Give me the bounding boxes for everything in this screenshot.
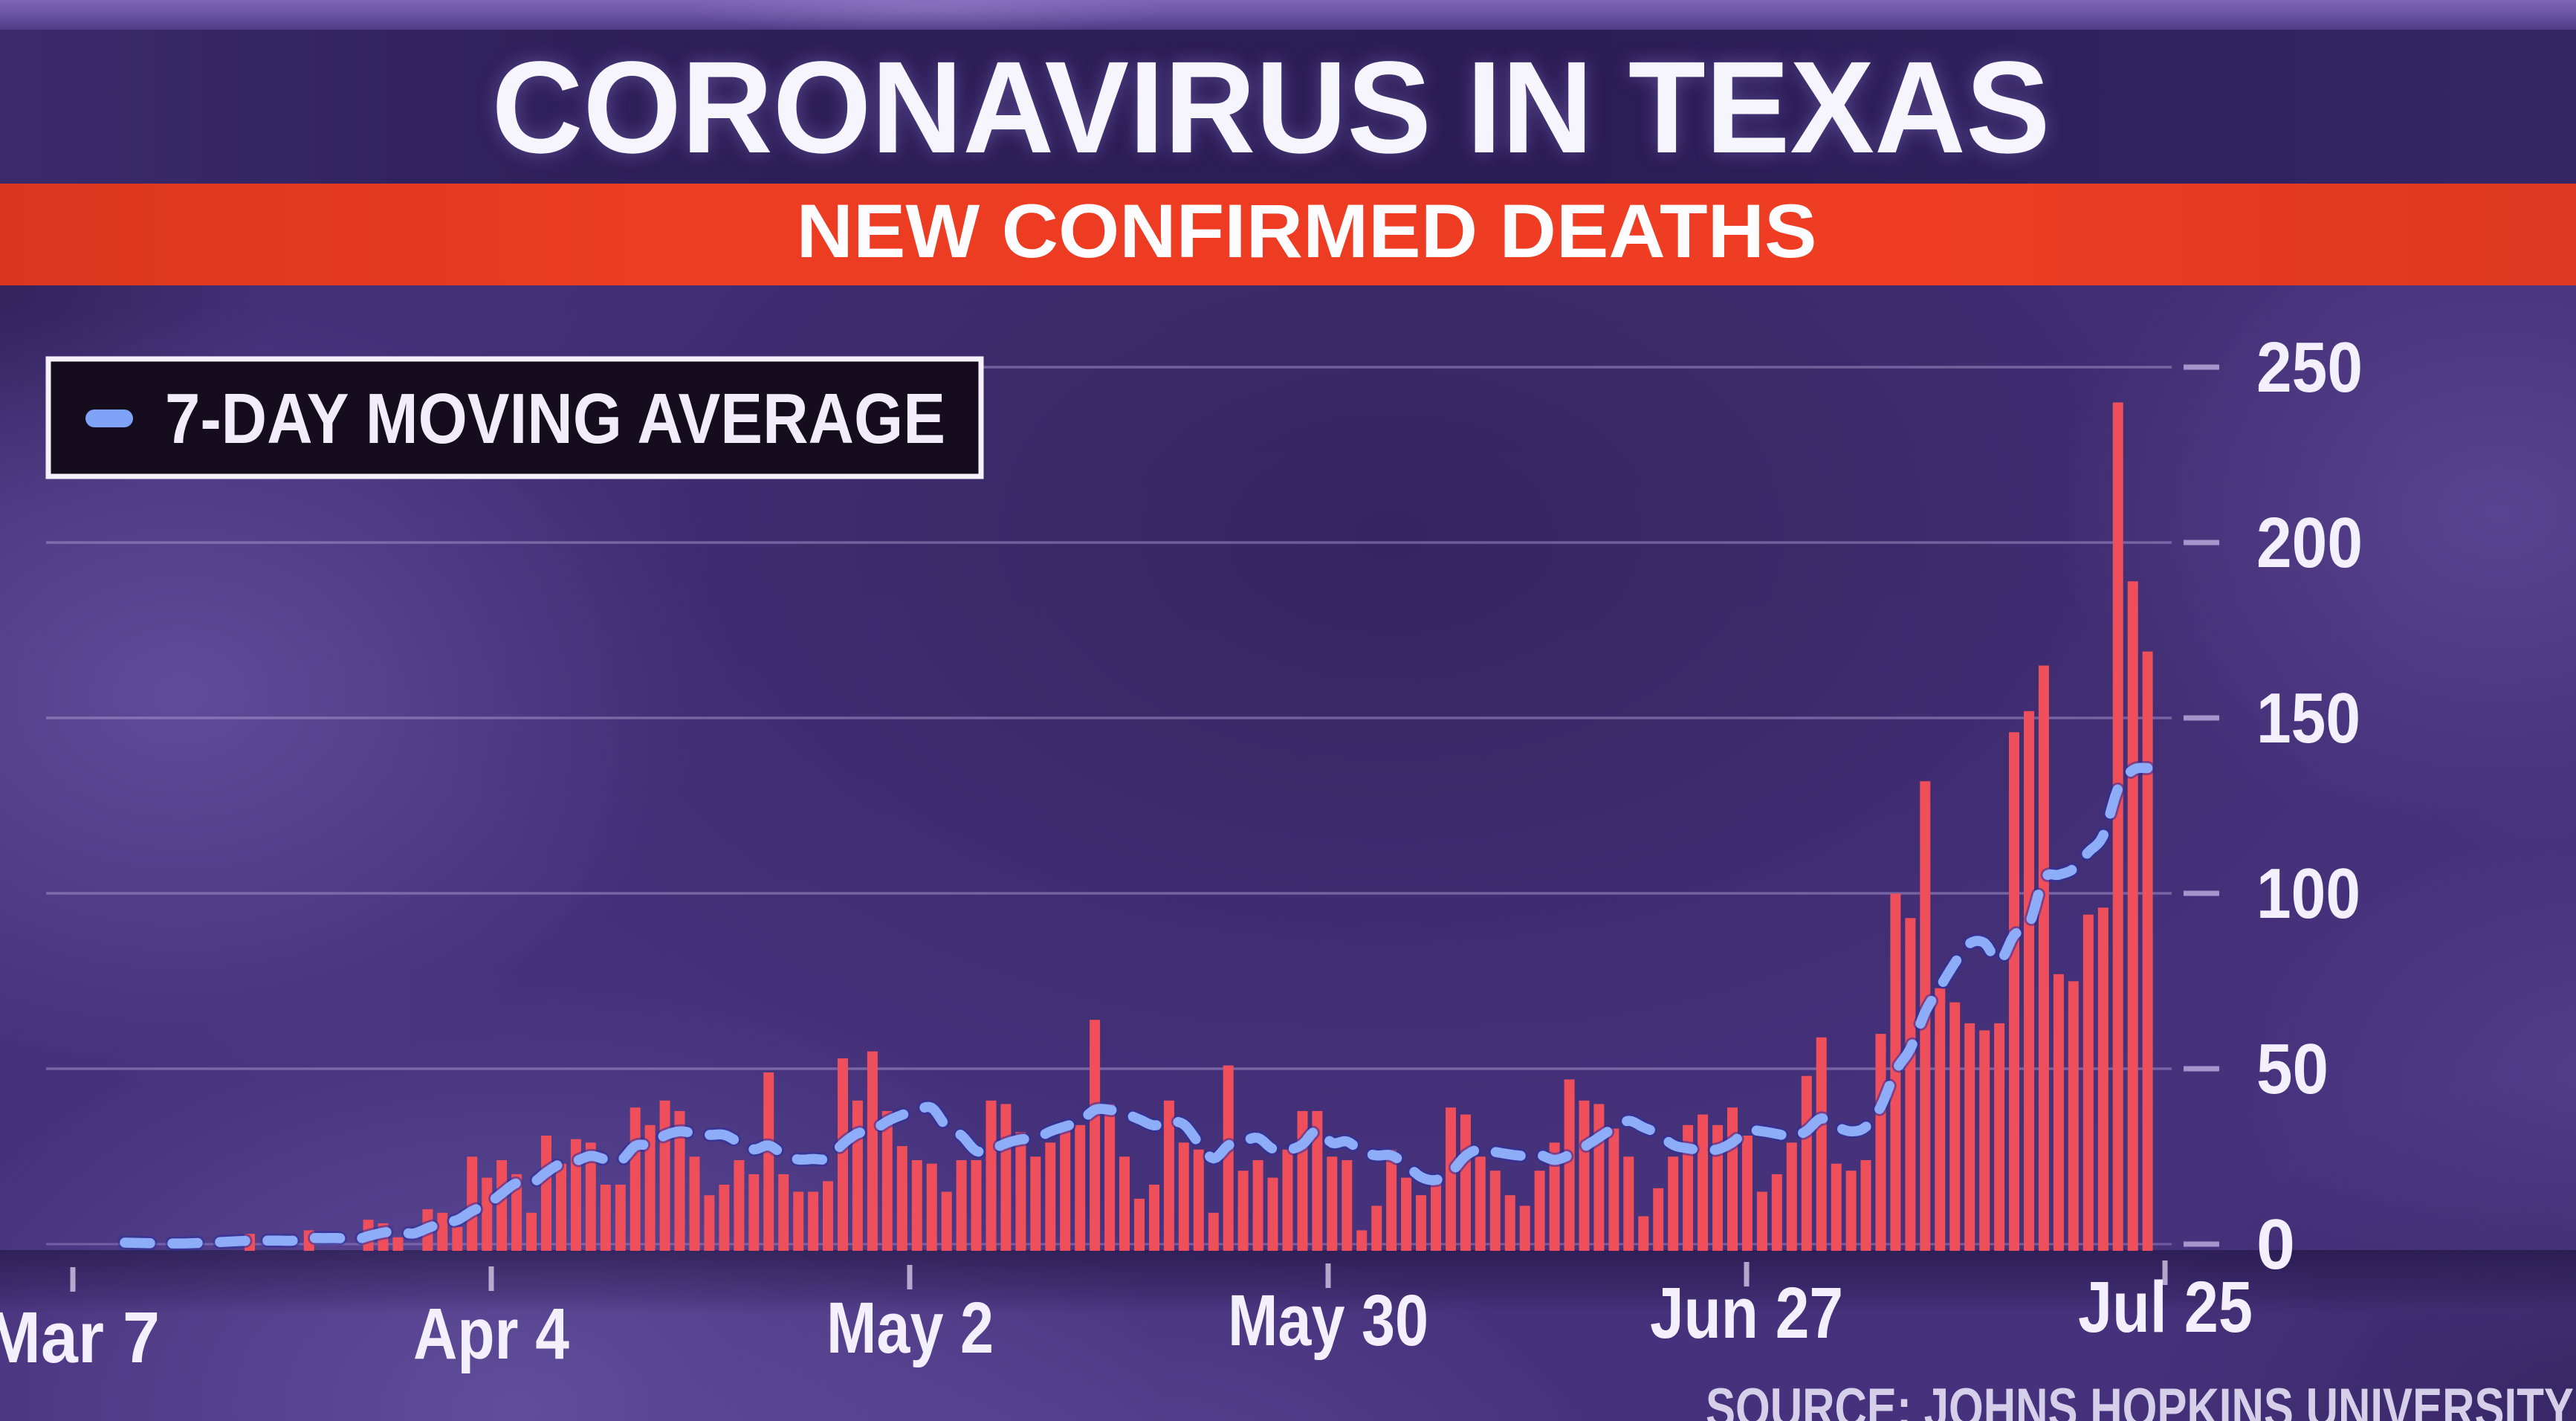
svg-text:Apr 4: Apr 4 bbox=[413, 1293, 569, 1374]
svg-text:150: 150 bbox=[2256, 679, 2360, 758]
svg-text:100: 100 bbox=[2256, 854, 2360, 933]
svg-text:May 2: May 2 bbox=[826, 1287, 994, 1368]
svg-text:Mar 7: Mar 7 bbox=[0, 1297, 160, 1378]
svg-text:SOURCE: JOHNS HOPKINS UNIVERSI: SOURCE: JOHNS HOPKINS UNIVERSITY bbox=[1706, 1377, 2574, 1421]
svg-text:0: 0 bbox=[2256, 1205, 2295, 1284]
svg-text:200: 200 bbox=[2256, 503, 2363, 583]
svg-text:May 30: May 30 bbox=[1228, 1280, 1428, 1361]
svg-text:250: 250 bbox=[2256, 328, 2363, 407]
svg-text:Jul 25: Jul 25 bbox=[2078, 1266, 2253, 1347]
svg-text:Jun 27: Jun 27 bbox=[1650, 1272, 1843, 1353]
svg-text:50: 50 bbox=[2256, 1029, 2329, 1109]
svg-text:CORONAVIRUS IN TEXAS: CORONAVIRUS IN TEXAS bbox=[492, 35, 2051, 181]
svg-text:7-DAY MOVING AVERAGE: 7-DAY MOVING AVERAGE bbox=[165, 379, 945, 459]
svg-text:NEW CONFIRMED DEATHS: NEW CONFIRMED DEATHS bbox=[797, 189, 1817, 273]
